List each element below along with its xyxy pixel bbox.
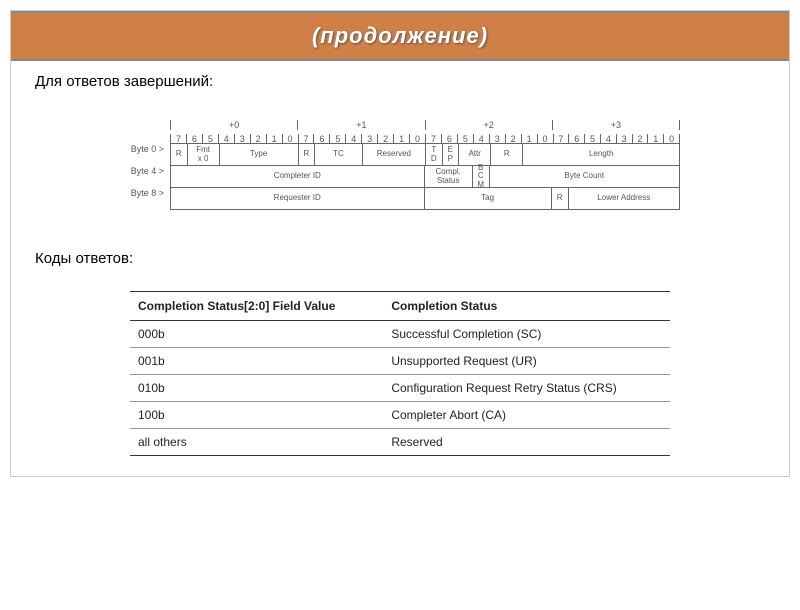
status-desc: Unsupported Request (UR) (383, 348, 670, 375)
field-rows: Byte 0 >RFmt x 0TypeRTCReservedT DE PAtt… (120, 144, 680, 210)
packet-field: Completer ID (170, 165, 425, 188)
table-row: 010bConfiguration Request Retry Status (… (130, 375, 670, 402)
packet-field: Compl. Status (424, 165, 473, 188)
offset-1: +1 (298, 120, 424, 130)
packet-field: Type (219, 143, 299, 166)
bit-index-row: 76543210765432107654321076543210 (120, 130, 680, 144)
table-header-row: Completion Status[2:0] Field Value Compl… (130, 292, 670, 321)
slide-frame: (продолжение) Для ответов завершений: +0… (10, 10, 790, 477)
status-desc: Completer Abort (CA) (383, 402, 670, 429)
packet-field: T D (425, 143, 443, 166)
table-row: all othersReserved (130, 429, 670, 456)
packet-field: R (551, 187, 569, 210)
packet-field: Tag (424, 187, 552, 210)
packet-field: Byte Count (489, 165, 680, 188)
packet-field: Fmt x 0 (187, 143, 220, 166)
slide-title: (продолжение) (312, 23, 488, 48)
packet-field: R (298, 143, 316, 166)
row-label: Byte 0 > (120, 144, 170, 166)
packet-diagram: +0 +1 +2 +3 7654321076543210765432107654… (120, 114, 680, 210)
packet-row: Byte 8 >Requester IDTagRLower Address (120, 188, 680, 210)
col2-header: Completion Status (383, 292, 670, 321)
table-row: 000bSuccessful Completion (SC) (130, 321, 670, 348)
packet-field: R (170, 143, 188, 166)
status-desc: Reserved (383, 429, 670, 456)
packet-field: B C M (472, 165, 490, 188)
status-code: 010b (130, 375, 383, 402)
title-bar: (продолжение) (11, 11, 789, 61)
offset-row: +0 +1 +2 +3 (120, 114, 680, 130)
status-desc: Successful Completion (SC) (383, 321, 670, 348)
col1-header: Completion Status[2:0] Field Value (130, 292, 383, 321)
offset-2: +2 (426, 120, 552, 130)
status-code: 000b (130, 321, 383, 348)
offset-3: +3 (553, 120, 679, 130)
packet-field: Requester ID (170, 187, 425, 210)
status-code: all others (130, 429, 383, 456)
table-row: 001bUnsupported Request (UR) (130, 348, 670, 375)
packet-field: TC (314, 143, 363, 166)
completion-status-table: Completion Status[2:0] Field Value Compl… (130, 291, 670, 456)
packet-row: Byte 0 >RFmt x 0TypeRTCReservedT DE PAtt… (120, 144, 680, 166)
packet-field: Reserved (362, 143, 426, 166)
packet-field: E P (442, 143, 460, 166)
packet-field: R (490, 143, 523, 166)
section1-label: Для ответов завершений: (11, 61, 789, 90)
status-desc: Configuration Request Retry Status (CRS) (383, 375, 670, 402)
status-code: 100b (130, 402, 383, 429)
row-label: Byte 8 > (120, 188, 170, 210)
table-row: 100bCompleter Abort (CA) (130, 402, 670, 429)
packet-row: Byte 4 >Completer IDCompl. StatusB C MBy… (120, 166, 680, 188)
packet-field: Length (522, 143, 680, 166)
row-label: Byte 4 > (120, 166, 170, 188)
section2-label: Коды ответов: (11, 210, 789, 267)
packet-field: Lower Address (568, 187, 680, 210)
offset-0: +0 (171, 120, 297, 130)
status-code: 001b (130, 348, 383, 375)
packet-field: Attr (458, 143, 491, 166)
